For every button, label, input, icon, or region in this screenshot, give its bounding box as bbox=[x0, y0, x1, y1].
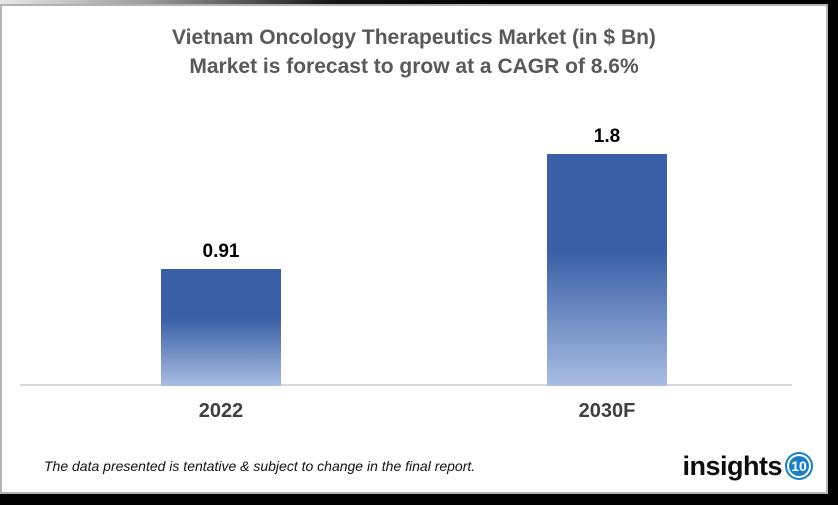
bar-group-2030f: 1.8 bbox=[547, 126, 667, 386]
chart-title-line-1: Vietnam Oncology Therapeutics Market (in… bbox=[172, 26, 656, 49]
plot-area: 0.91 1.8 2022 2030F bbox=[2, 6, 826, 492]
x-axis-line bbox=[20, 384, 792, 386]
logo-badge: 10 bbox=[785, 452, 813, 480]
footnote: The data presented is tentative & subjec… bbox=[44, 458, 476, 474]
value-label: 1.8 bbox=[593, 125, 621, 147]
insights10-logo: insights 10 bbox=[682, 452, 813, 480]
chart-card: Vietnam Oncology Therapeutics Market (in… bbox=[0, 4, 828, 494]
value-label: 0.91 bbox=[202, 240, 240, 262]
bar bbox=[161, 268, 281, 386]
chart-title-line-2: Market is forecast to grow at a CAGR of … bbox=[189, 55, 639, 78]
logo-text: insights bbox=[682, 451, 782, 481]
bar bbox=[547, 153, 667, 386]
background-strip bbox=[0, 0, 828, 4]
chart-title: Vietnam Oncology Therapeutics Market (in… bbox=[2, 23, 826, 81]
category-label: 2022 bbox=[198, 400, 244, 422]
category-label: 2030F bbox=[578, 400, 636, 422]
bar-group-2022: 0.91 bbox=[161, 241, 281, 386]
